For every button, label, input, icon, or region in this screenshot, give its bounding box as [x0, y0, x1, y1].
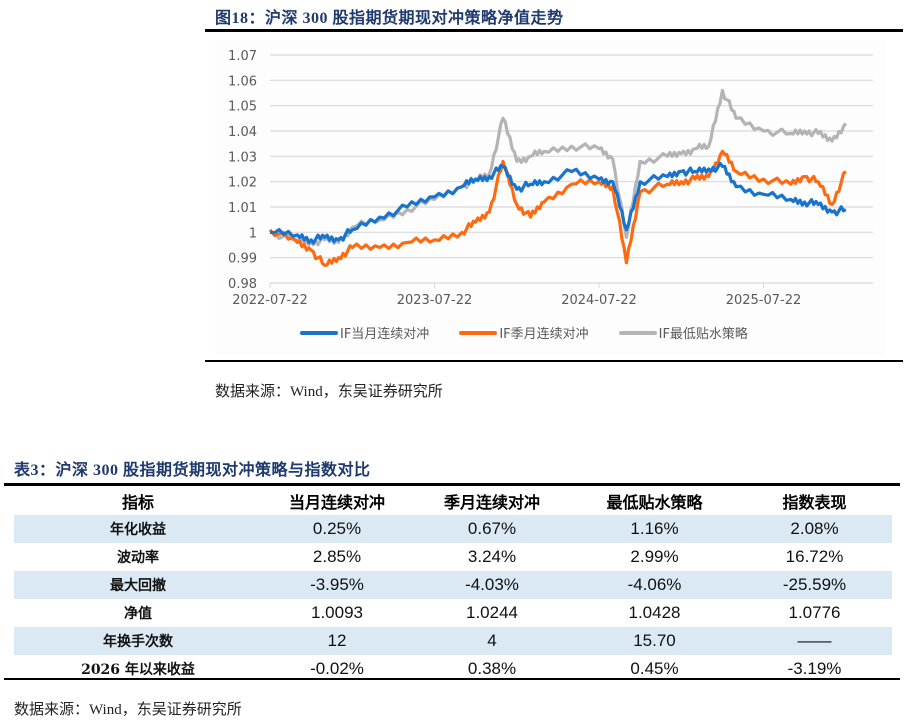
table-cell: -4.06%	[572, 571, 737, 599]
header-cell: 当月连续对冲	[288, 493, 385, 512]
table-cell: 1.0244	[466, 603, 518, 622]
y-tick-label: 1.05	[228, 100, 257, 115]
table-cell: ——	[737, 627, 892, 655]
series-line-1	[268, 149, 847, 267]
comparison-table: 指标 当月连续对冲 季月连续对冲 最低贴水策略 指数表现 年化收益 0.25% …	[14, 487, 892, 683]
table-row: 年换手次数 12 4 15.70 ——	[14, 627, 892, 655]
figure-bottom-rule	[205, 360, 903, 362]
figure-top-rule	[205, 29, 903, 32]
legend-item: IF当月连续对冲	[300, 323, 429, 342]
table-row: 净值 1.0093 1.0244 1.0428 1.0776	[14, 599, 892, 627]
table-cell: 4	[412, 627, 572, 655]
chart-panel: 1.07 1.06 1.05 1.04 1.03 1.02 1.01 1 0.99 0.98 202…	[215, 40, 885, 355]
table-cell: 1.16%	[572, 515, 737, 543]
table-cell: 3.24%	[467, 547, 517, 566]
x-tick-label: 2025-07-22	[726, 293, 802, 308]
table-row: 最大回撤 -3.95% -4.03% -4.06% -25.59%	[14, 571, 892, 599]
header-cell: 指数表现	[782, 493, 847, 512]
table-header-row: 指标 当月连续对冲 季月连续对冲 最低贴水策略 指数表现	[14, 487, 892, 515]
table-cell: 16.72%	[785, 547, 844, 566]
y-tick-label: 1.06	[228, 74, 257, 89]
table-bottom-rule	[4, 678, 900, 680]
table-cell: 2.85%	[312, 547, 362, 566]
header-cell: 季月连续对冲	[443, 493, 540, 512]
legend-swatch-icon	[618, 330, 657, 335]
table-cell: 1.0093	[311, 603, 363, 622]
table-cell: 1.0428	[628, 603, 681, 622]
y-tick-label: 1.02	[228, 176, 257, 191]
series-line-0	[269, 161, 847, 245]
table-source: 数据来源：Wind，东吴证券研究所	[14, 702, 242, 718]
line-chart: 1.071.061.051.041.031.021.0110.990.98202…	[228, 49, 873, 308]
legend-item: IF最低贴水策略	[618, 323, 748, 342]
table-top-rule	[4, 483, 900, 486]
legend-swatch-icon	[300, 330, 338, 335]
legend-swatch-icon	[459, 330, 498, 335]
table-cell: -4.03%	[412, 571, 572, 599]
row-label: 2026 年以来收益	[81, 662, 195, 678]
row-label: 净值	[124, 606, 152, 622]
y-tick-label: 1.03	[228, 150, 257, 165]
legend-item: IF季月连续对冲	[459, 323, 589, 342]
header-cell: 指标	[121, 493, 154, 512]
figure-title: 图18：沪深 300 股指期货期现对冲策略净值走势	[215, 10, 564, 27]
table-cell: 2.08%	[737, 515, 892, 543]
table-row: 年化收益 0.25% 0.67% 1.16% 2.08%	[14, 515, 892, 543]
table-cell: 1.0776	[788, 603, 841, 622]
legend-label: IF季月连续对冲	[499, 327, 589, 342]
y-tick-label: 0.98	[228, 277, 257, 292]
x-tick-label: 2022-07-22	[232, 293, 308, 308]
table-cell: -3.95%	[262, 571, 412, 599]
figure-source: 数据来源：Wind，东吴证券研究所	[215, 384, 443, 400]
table-cell: -0.02%	[310, 659, 364, 678]
table-title: 表3：沪深 300 股指期货期现对冲策略与指数对比	[14, 462, 371, 479]
y-tick-label: 1.04	[228, 125, 257, 140]
y-tick-label: 0.99	[228, 252, 257, 267]
legend-label: IF当月连续对冲	[340, 327, 430, 342]
table-cell: 0.67%	[412, 515, 572, 543]
table-cell: 12	[262, 627, 412, 655]
x-tick-label: 2024-07-22	[561, 293, 637, 308]
table-cell: -25.59%	[737, 571, 892, 599]
table-cell: 0.38%	[467, 659, 517, 678]
series-line-2	[269, 88, 848, 247]
table-cell: -3.19%	[787, 659, 842, 678]
y-tick-label: 1.07	[228, 49, 257, 64]
y-tick-label: 1	[249, 226, 257, 241]
x-tick-label: 2023-07-22	[397, 293, 473, 308]
row-label: 年化收益	[14, 515, 262, 543]
table-row: 波动率 2.85% 3.24% 2.99% 16.72%	[14, 543, 892, 571]
row-label: 最大回撤	[14, 571, 262, 599]
row-label: 年换手次数	[14, 627, 262, 655]
table-cell: 0.25%	[262, 515, 412, 543]
chart-legend: IF当月连续对冲 IF季月连续对冲 IF最低贴水策略	[300, 323, 748, 342]
table-cell: 2.99%	[630, 547, 679, 566]
header-cell: 最低贴水策略	[606, 493, 703, 512]
y-tick-label: 1.01	[228, 201, 257, 216]
row-label: 波动率	[117, 550, 159, 566]
table-cell: 15.70	[572, 627, 737, 655]
legend-label: IF最低贴水策略	[658, 327, 748, 342]
table-row: 2026 年以来收益 -0.02% 0.38% 0.45% -3.19%	[14, 655, 892, 683]
table-cell: 0.45%	[630, 659, 679, 678]
